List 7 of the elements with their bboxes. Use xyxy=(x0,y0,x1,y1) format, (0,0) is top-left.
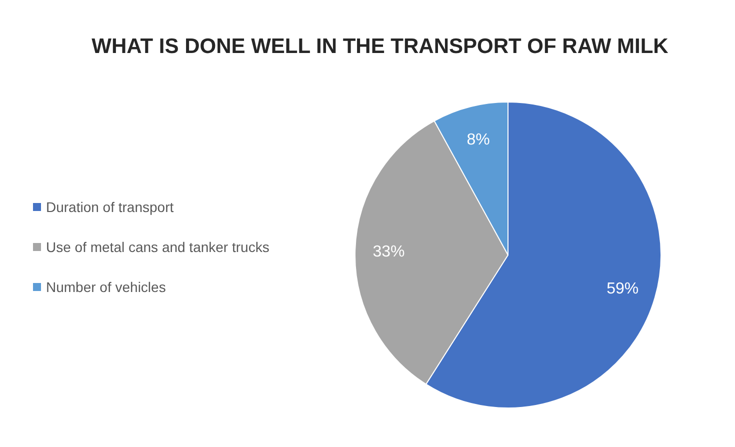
data-label: 59% xyxy=(606,280,639,298)
data-label: 8% xyxy=(466,131,490,148)
legend-label: Duration of transport xyxy=(46,198,174,216)
chart-title: WHAT IS DONE WELL IN THE TRANSPORT OF RAW MILK xyxy=(90,34,670,60)
legend-label: Number of vehicles xyxy=(46,278,166,296)
data-label: 33% xyxy=(372,243,405,260)
legend-label: Use of metal cans and tanker trucks xyxy=(46,238,270,256)
